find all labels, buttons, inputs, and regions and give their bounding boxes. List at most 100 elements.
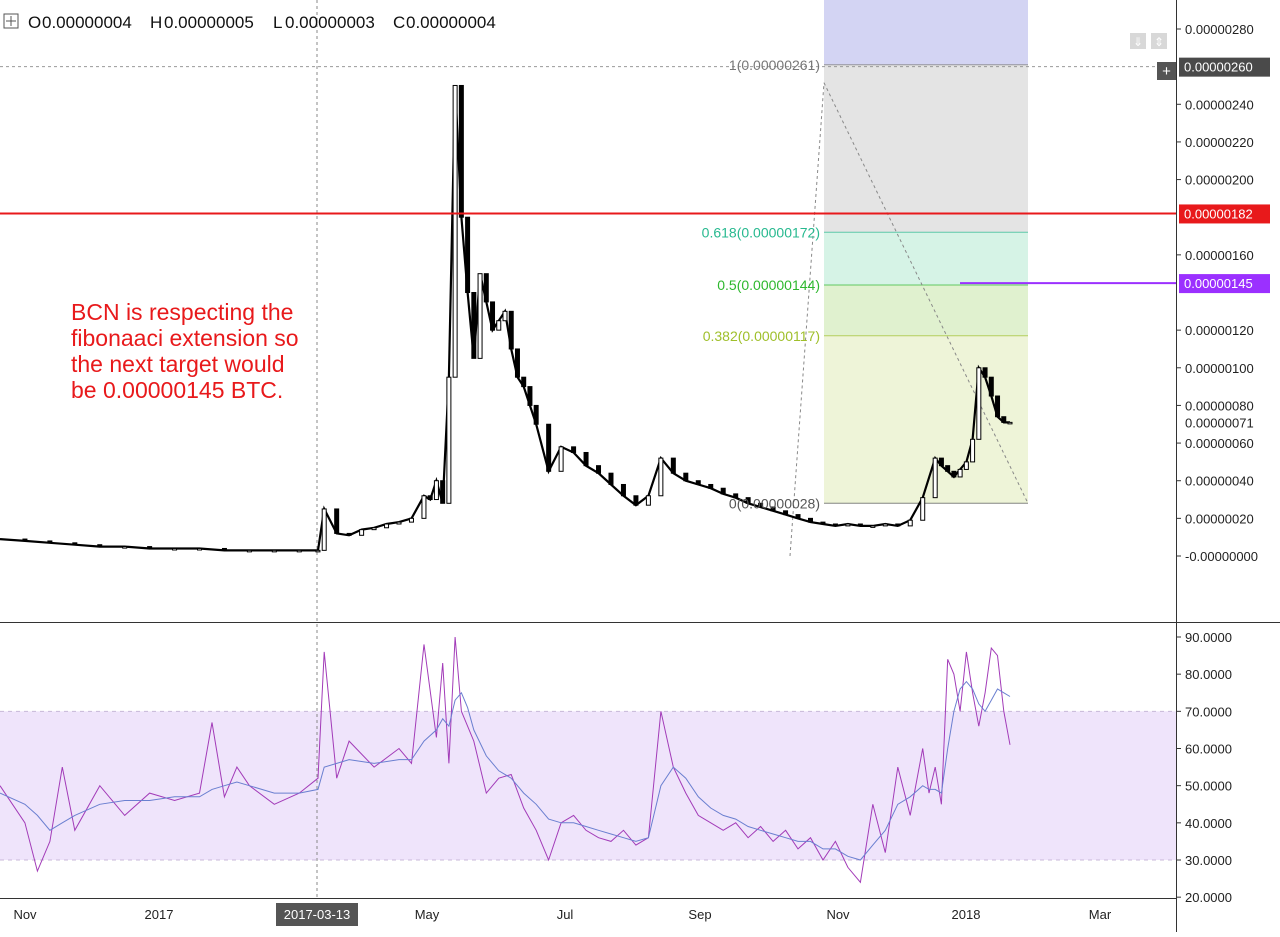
candle [951, 470, 957, 478]
candle [508, 310, 514, 350]
price-tick-label: 0.00000080 [1185, 398, 1254, 413]
candle [97, 544, 103, 548]
fib-label-0.5: 0.5(0.00000144) [717, 277, 820, 293]
candle [938, 457, 944, 467]
close-value: 0.00000004 [406, 13, 496, 32]
rsi-tick-label: 40.0000 [1185, 816, 1232, 831]
candle [122, 546, 128, 549]
rsi-tick-label: 50.0000 [1185, 779, 1232, 794]
candle [932, 457, 938, 499]
candle [708, 483, 714, 489]
candle [477, 273, 483, 359]
rsi-tick-label: 80.0000 [1185, 667, 1232, 682]
candle [197, 547, 203, 551]
rsi-tick-label: 90.0000 [1185, 630, 1232, 645]
time-tick-label: Nov [826, 907, 850, 922]
price-badge [1179, 204, 1270, 224]
time-axis[interactable]: Nov 2017 May Jul Sep Nov 2018 Mar 2017-03-13 [13, 903, 1112, 926]
time-tick-label: Jul [557, 907, 574, 922]
price-badge-label: 0.00000145 [1184, 276, 1253, 291]
candle [795, 514, 801, 519]
plus-icon[interactable]: + [1157, 62, 1176, 80]
fib-zone-0.5 [824, 232, 1028, 285]
price-tick-label: 0.00000040 [1185, 474, 1254, 489]
ohlc-legend: O 0.00000004 H 0.00000005 L 0.00000003 C… [3, 13, 496, 32]
high-label: H [150, 13, 162, 32]
fib-label-0.382: 0.382(0.00000117) [703, 328, 820, 344]
candle [22, 538, 28, 542]
candle [221, 547, 227, 551]
candle [296, 549, 302, 553]
price-axis[interactable]: 0.00000280 0.00000240 0.00000220 0.00000200… [1176, 22, 1258, 564]
rsi-line [0, 636, 1011, 884]
current-price-label: 0.00000071 [1185, 415, 1254, 430]
price-badge-label: 0.00000182 [1184, 206, 1253, 221]
candle [315, 549, 321, 553]
candle [720, 487, 726, 495]
candle [683, 472, 689, 482]
candle [633, 495, 639, 506]
fib-label-0.618: 0.618(0.00000172) [702, 224, 820, 240]
candle [483, 273, 489, 303]
candle [988, 376, 994, 397]
candle [783, 510, 789, 516]
candle [695, 480, 701, 485]
fib-zone-0.382 [824, 284, 1028, 336]
candle [502, 310, 508, 322]
price-tick-label: 0.00000280 [1185, 22, 1254, 37]
annotation-line: be 0.00000145 BTC. [71, 377, 283, 403]
candle [920, 497, 926, 521]
crosshair-icon[interactable] [3, 13, 19, 29]
time-tick-label: Sep [688, 907, 711, 922]
candle [521, 376, 527, 388]
candle [147, 546, 153, 549]
time-tick-label: Nov [13, 907, 37, 922]
candle [982, 367, 988, 378]
price-tick-label: 0.00000160 [1185, 248, 1254, 263]
candle [1001, 416, 1007, 423]
rsi-ma-line [0, 680, 1011, 861]
svg-text:⇓: ⇓ [1133, 35, 1143, 49]
candle [995, 395, 1001, 418]
candle [832, 523, 838, 527]
candle [895, 523, 901, 527]
rsi-axis[interactable]: 90.0000 80.0000 70.0000 60.0000 50.0000 40.00… [1176, 630, 1232, 905]
candle [976, 367, 982, 440]
fib-labels: 0(0.00000028) 0.382(0.00000117) 0.5(0.0000… [702, 57, 820, 512]
candle [246, 549, 252, 553]
candle [733, 493, 739, 499]
open-label: O [28, 13, 41, 32]
fib-zones [789, 0, 1029, 557]
annotation-line: BCN is respecting the [71, 299, 293, 325]
time-tick-label: Mar [1089, 907, 1112, 922]
candle [770, 506, 776, 512]
candle [571, 446, 577, 453]
low-label: L [273, 13, 282, 32]
candle [172, 547, 178, 551]
price-tick-label: 0.00000220 [1185, 135, 1254, 150]
candle [546, 423, 552, 472]
candle [427, 495, 433, 501]
arrow-both-icon[interactable]: ⇕ [1151, 33, 1167, 49]
candle [670, 457, 676, 474]
arrow-down-icon[interactable]: ⇓ [1130, 33, 1146, 49]
price-candles [0, 84, 1013, 553]
candle [471, 292, 477, 359]
price-badge [1179, 57, 1270, 77]
rsi-tick-label: 70.0000 [1185, 704, 1232, 719]
candle [334, 508, 340, 534]
high-value: 0.00000005 [164, 13, 254, 32]
time-highlight-box [276, 903, 358, 926]
candle [359, 529, 365, 536]
candle [645, 495, 651, 506]
horizontal-lines[interactable] [0, 212, 1176, 285]
svg-text:⇕: ⇕ [1154, 35, 1164, 49]
scroll-buttons: ⇓ ⇕ + [1130, 33, 1176, 80]
time-tick-label: May [415, 907, 440, 922]
rsi-tick-label: 30.0000 [1185, 853, 1232, 868]
price-tick-label: 0.00000240 [1185, 97, 1254, 112]
candle [807, 517, 813, 523]
